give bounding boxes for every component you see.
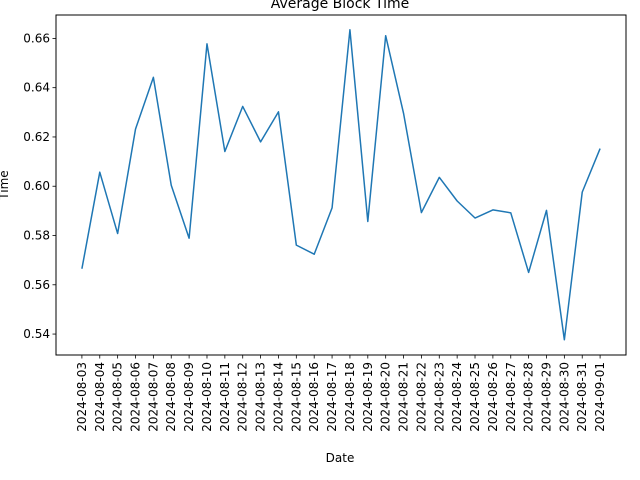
axes-frame <box>55 14 627 356</box>
x-tick-label: 2024-08-07 <box>146 362 160 432</box>
x-tick-label: 2024-09-01 <box>593 362 607 432</box>
x-tick-label: 2024-08-24 <box>450 362 464 432</box>
x-tick-label: 2024-08-10 <box>200 362 214 432</box>
x-tick-label: 2024-08-04 <box>93 362 107 432</box>
y-axis-label: Time <box>0 170 11 200</box>
x-tick-label: 2024-08-11 <box>218 362 232 432</box>
x-tick-label: 2024-08-08 <box>164 362 178 432</box>
y-tick-label: 0.60 <box>23 179 50 193</box>
x-tick-label: 2024-08-06 <box>129 362 143 432</box>
x-tick-label: 2024-08-22 <box>414 362 428 432</box>
y-tick-label: 0.54 <box>23 327 50 341</box>
y-tick-label: 0.62 <box>23 130 50 144</box>
x-tick-label: 2024-08-14 <box>271 362 285 432</box>
x-tick-label: 2024-08-19 <box>361 362 375 432</box>
x-tick-label: 2024-08-29 <box>539 362 553 432</box>
x-tick-label: 2024-08-18 <box>343 362 357 432</box>
y-tick-label: 0.56 <box>23 278 50 292</box>
plot-area <box>81 29 601 341</box>
x-tick-label: 2024-08-28 <box>522 362 536 432</box>
x-tick-label: 2024-08-12 <box>236 362 250 432</box>
x-tick-label: 2024-08-26 <box>486 362 500 432</box>
x-tick-label: 2024-08-03 <box>75 362 89 432</box>
x-axis-label: Date <box>326 451 355 465</box>
x-tick-label: 2024-08-15 <box>289 362 303 432</box>
x-tick-label: 2024-08-20 <box>379 362 393 432</box>
x-tick-label: 2024-08-25 <box>468 362 482 432</box>
x-axis: 2024-08-03 2024-08-04 2024-08-05 2024-08-06… <box>75 355 607 432</box>
x-tick-label: 2024-08-17 <box>325 362 339 432</box>
x-tick-label: 2024-08-23 <box>432 362 446 432</box>
y-tick-label: 0.58 <box>23 229 50 243</box>
y-tick-label: 0.66 <box>23 31 50 45</box>
x-tick-label: 2024-08-27 <box>504 362 518 432</box>
chart-title: Average Block Time <box>271 0 410 12</box>
y-axis: 0.54 0.56 0.58 0.60 0.62 0.64 0.66 <box>23 31 56 341</box>
x-tick-label: 2024-08-16 <box>307 362 321 432</box>
y-tick-label: 0.64 <box>23 81 50 95</box>
x-tick-label: 2024-08-05 <box>111 362 125 432</box>
x-tick-label: 2024-08-13 <box>254 362 268 432</box>
x-tick-label: 2024-08-21 <box>397 362 411 432</box>
x-tick-label: 2024-08-30 <box>557 362 571 432</box>
series-line <box>81 29 601 341</box>
x-tick-label: 2024-08-31 <box>575 362 589 432</box>
x-tick-label: 2024-08-09 <box>182 362 196 432</box>
